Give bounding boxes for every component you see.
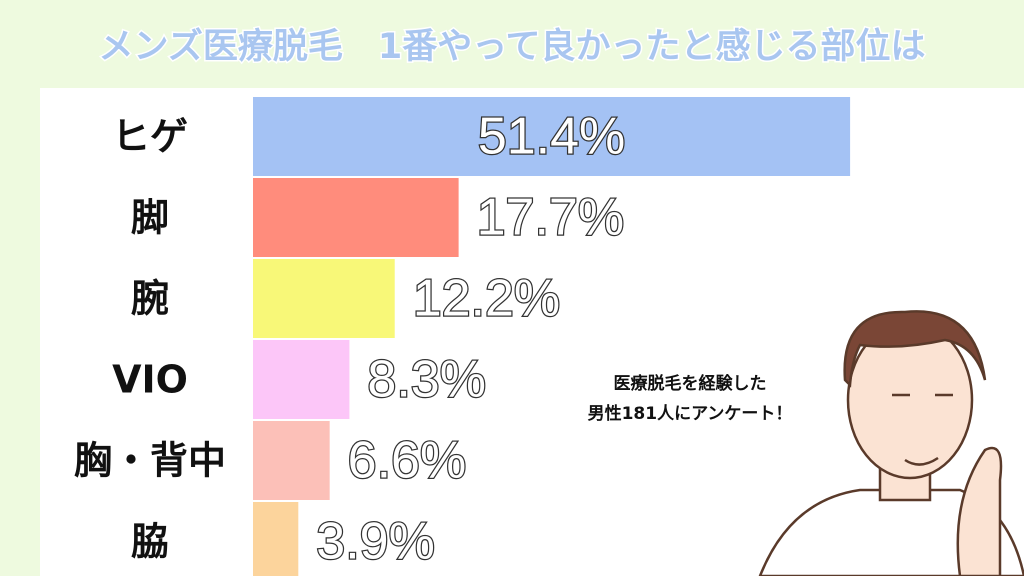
- value-label: 8.3%: [367, 351, 486, 409]
- value-label: 12.2%: [413, 270, 560, 328]
- value-label: 51.4%: [478, 108, 625, 166]
- category-label: 胸・背中: [74, 439, 226, 483]
- value-label: 17.7%: [477, 189, 624, 247]
- value-label: 3.9%: [316, 513, 435, 571]
- bar: [253, 259, 395, 338]
- annotation: 男性181人にアンケート！: [588, 403, 793, 424]
- category-label: 脇: [131, 520, 169, 564]
- category-label: 脚: [131, 196, 169, 240]
- bar: [253, 178, 459, 257]
- value-label: 6.6%: [348, 432, 467, 490]
- category-label: 腕: [131, 277, 169, 321]
- bar: [253, 421, 330, 500]
- category-label: VIO: [112, 358, 188, 402]
- bar: [253, 97, 851, 176]
- person-illustration: [758, 310, 1024, 576]
- bar: [253, 340, 350, 419]
- bar: [253, 502, 299, 576]
- chart-title: メンズ医療脱毛 1番やって良かったと感じる部位は: [99, 26, 926, 67]
- annotation: 医療脱毛を経験した: [614, 373, 767, 394]
- category-label: ヒゲ: [112, 115, 188, 159]
